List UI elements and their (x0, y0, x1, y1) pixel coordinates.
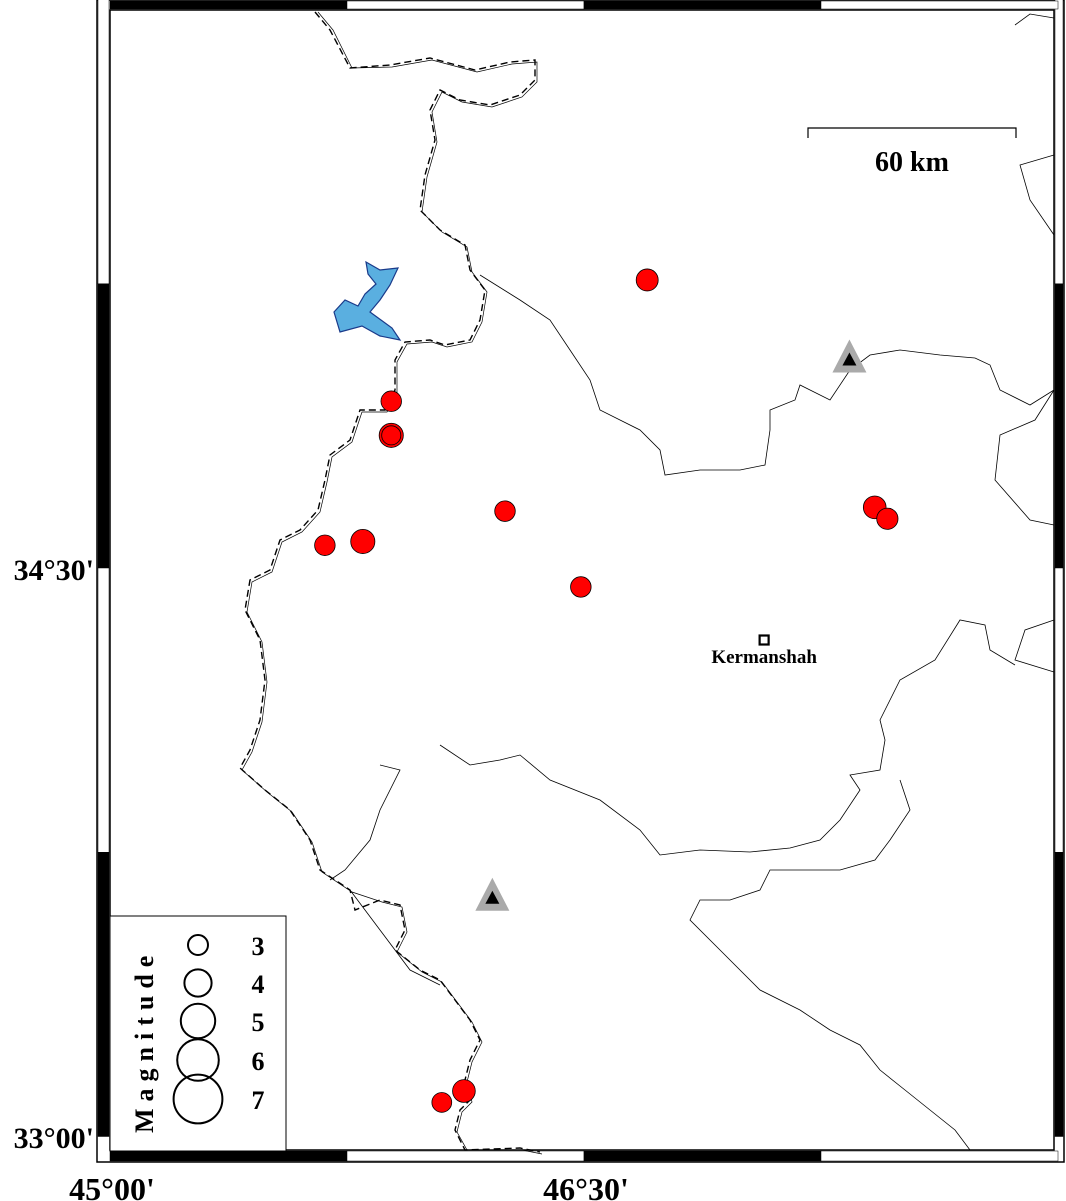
events (314, 268, 899, 1113)
city-label: Kermanshah (711, 647, 817, 668)
frame-tick-left (97, 283, 110, 569)
frame-tick-left (97, 567, 110, 853)
legend-label: 4 (252, 970, 265, 999)
frame-tick-bottom (346, 1150, 585, 1162)
scale-bar-label: 60 km (875, 147, 949, 178)
frame-ticks (97, 0, 1064, 1162)
earthquake-event[interactable] (431, 1092, 453, 1113)
legend-label: 5 (252, 1008, 265, 1037)
station-core (485, 890, 500, 904)
earthquake-event[interactable] (381, 425, 402, 446)
city-marker-icon (758, 634, 770, 646)
stations (475, 339, 867, 911)
lon-label-46-30: 46°30' (543, 1171, 629, 1201)
frame-tick-right (1054, 852, 1064, 1137)
frame-tick-top (583, 0, 822, 10)
province-borders (329, 13, 1055, 1151)
legend-circle (183, 968, 213, 998)
legend-label: 3 (252, 932, 265, 961)
earthquake-event[interactable] (494, 500, 516, 522)
lon-label-45: 45°00' (69, 1171, 155, 1201)
legend-title: Magnitude (130, 949, 159, 1133)
frame-tick-right (1054, 283, 1064, 569)
frame-tick-top (820, 0, 1059, 10)
earthquake-event[interactable] (570, 576, 592, 598)
frame-tick-top (346, 0, 585, 10)
earthquake-event[interactable] (380, 390, 402, 412)
inner-frame (109, 9, 1055, 1151)
earthquake-event[interactable] (350, 528, 376, 554)
frame-tick-top (109, 0, 348, 10)
scale-bar: 60 km (807, 127, 1017, 178)
legend-label: 6 (252, 1047, 265, 1076)
station-core (842, 352, 857, 366)
frame-tick-right (1054, 0, 1064, 284)
legend-circle (172, 1073, 224, 1125)
lat-label-33: 33°00' (14, 1122, 94, 1155)
city-kermanshah: Kermanshah (711, 634, 817, 668)
international-border-solid (241, 11, 543, 1155)
frame-tick-right (1054, 567, 1064, 853)
earthquake-event[interactable] (876, 507, 899, 530)
frame-tick-left (97, 0, 110, 284)
frame-tick-bottom (583, 1150, 822, 1162)
outer-frame (96, 0, 1065, 1163)
lake (333, 260, 402, 341)
earthquake-event[interactable] (314, 534, 336, 556)
legend-circle (187, 934, 209, 956)
magnitude-legend: Magnitude 3 4 5 6 7 (109, 915, 287, 1152)
boundaries (239, 11, 1055, 1155)
legend-label: 7 (252, 1086, 265, 1115)
legend-circle (176, 1038, 220, 1082)
lat-label-34-30: 34°30' (14, 554, 94, 587)
frame-tick-bottom (109, 1150, 348, 1162)
earthquake-event[interactable] (635, 268, 659, 292)
legend-circle (179, 1002, 217, 1040)
frame-tick-left (97, 852, 110, 1137)
frame-tick-bottom (820, 1150, 1059, 1162)
earthquake-event[interactable] (452, 1079, 476, 1103)
international-border-dashed (239, 11, 541, 1153)
